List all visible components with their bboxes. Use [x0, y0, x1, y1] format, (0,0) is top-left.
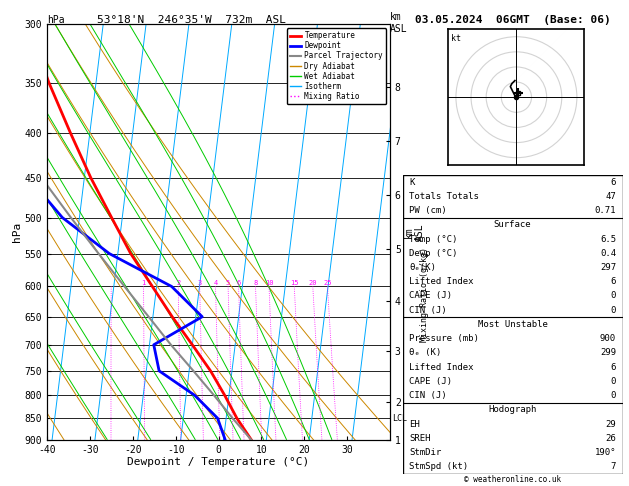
Text: K: K [409, 177, 415, 187]
Text: 900: 900 [600, 334, 616, 343]
Text: 6: 6 [611, 363, 616, 372]
Text: 7: 7 [611, 462, 616, 471]
Text: 8: 8 [253, 280, 258, 286]
Y-axis label: hPa: hPa [12, 222, 22, 242]
Text: 29: 29 [605, 419, 616, 429]
Text: CIN (J): CIN (J) [409, 306, 447, 314]
Text: 0: 0 [611, 377, 616, 386]
Text: 2: 2 [176, 280, 181, 286]
Text: Dewp (°C): Dewp (°C) [409, 249, 457, 258]
Text: Lifted Index: Lifted Index [409, 277, 474, 286]
Text: StmDir: StmDir [409, 448, 442, 457]
Text: CAPE (J): CAPE (J) [409, 292, 452, 300]
Text: Most Unstable: Most Unstable [477, 320, 548, 329]
Text: 4: 4 [213, 280, 218, 286]
Text: StmSpd (kt): StmSpd (kt) [409, 462, 468, 471]
Text: Mixing Ratio (g/kg): Mixing Ratio (g/kg) [420, 247, 429, 342]
Text: 6: 6 [611, 277, 616, 286]
Text: 53°18'N  246°35'W  732m  ASL: 53°18'N 246°35'W 732m ASL [97, 15, 286, 25]
Text: θₑ(K): θₑ(K) [409, 263, 436, 272]
Text: 6: 6 [611, 177, 616, 187]
X-axis label: Dewpoint / Temperature (°C): Dewpoint / Temperature (°C) [128, 457, 309, 468]
Text: θₑ (K): θₑ (K) [409, 348, 442, 357]
Text: 10: 10 [265, 280, 273, 286]
Text: 0: 0 [611, 306, 616, 314]
Text: Hodograph: Hodograph [489, 405, 537, 414]
Text: km
ASL: km ASL [390, 12, 408, 34]
Text: CAPE (J): CAPE (J) [409, 377, 452, 386]
Text: Surface: Surface [494, 220, 532, 229]
Text: 297: 297 [600, 263, 616, 272]
Text: 190°: 190° [594, 448, 616, 457]
Text: Pressure (mb): Pressure (mb) [409, 334, 479, 343]
Text: 3: 3 [198, 280, 202, 286]
Text: Totals Totals: Totals Totals [409, 192, 479, 201]
Text: 6: 6 [237, 280, 241, 286]
Text: Temp (°C): Temp (°C) [409, 235, 457, 243]
Text: 0: 0 [611, 292, 616, 300]
Text: 25: 25 [323, 280, 331, 286]
Text: 47: 47 [605, 192, 616, 201]
Text: 0.4: 0.4 [600, 249, 616, 258]
Text: hPa: hPa [47, 15, 65, 25]
Text: 0: 0 [611, 391, 616, 400]
Text: Lifted Index: Lifted Index [409, 363, 474, 372]
Text: 5: 5 [226, 280, 230, 286]
Text: EH: EH [409, 419, 420, 429]
Text: 0.71: 0.71 [594, 206, 616, 215]
Text: SREH: SREH [409, 434, 431, 443]
Text: 1: 1 [142, 280, 146, 286]
Text: © weatheronline.co.uk: © weatheronline.co.uk [464, 474, 561, 484]
Text: kt: kt [452, 34, 462, 43]
Text: 20: 20 [309, 280, 317, 286]
Text: 26: 26 [605, 434, 616, 443]
Text: 15: 15 [290, 280, 299, 286]
Text: 03.05.2024  06GMT  (Base: 06): 03.05.2024 06GMT (Base: 06) [415, 15, 611, 25]
Text: LCL: LCL [392, 414, 407, 423]
Text: PW (cm): PW (cm) [409, 206, 447, 215]
Text: 6.5: 6.5 [600, 235, 616, 243]
Y-axis label: km
ASL: km ASL [403, 223, 425, 241]
Text: CIN (J): CIN (J) [409, 391, 447, 400]
Text: 299: 299 [600, 348, 616, 357]
Legend: Temperature, Dewpoint, Parcel Trajectory, Dry Adiabat, Wet Adiabat, Isotherm, Mi: Temperature, Dewpoint, Parcel Trajectory… [287, 28, 386, 104]
